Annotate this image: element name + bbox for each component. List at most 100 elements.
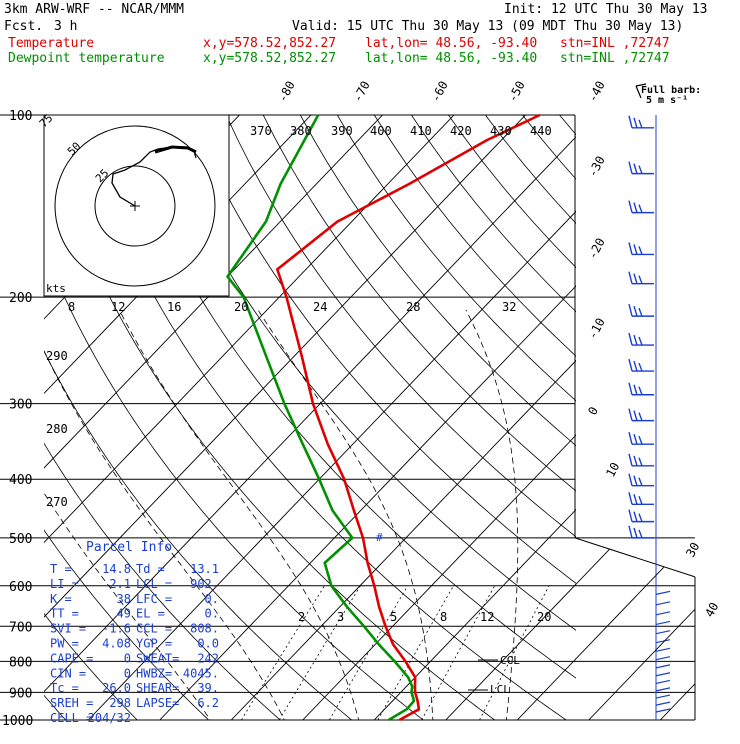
hodograph-speed-label: 8 bbox=[68, 300, 75, 314]
pressure-tick-label: 300 bbox=[9, 398, 32, 413]
parcel-info-cell: 4045. bbox=[183, 666, 219, 680]
parcel-info-cell: 902. bbox=[190, 577, 219, 591]
pressure-tick-label: 800 bbox=[9, 655, 32, 670]
mixing-ratio-label: 5 bbox=[390, 610, 397, 624]
mixing-ratio-label: 12 bbox=[480, 610, 494, 624]
isotherm-tick-label: -70 bbox=[350, 79, 373, 105]
theta-tick-label: 380 bbox=[290, 124, 312, 138]
parcel-info-cell: 0 bbox=[124, 651, 131, 665]
moist-adiabats bbox=[44, 309, 519, 720]
wind-barbs bbox=[628, 115, 671, 720]
parcel-info-cell: EL = bbox=[136, 607, 165, 621]
parcel-info-cell: Td = bbox=[136, 562, 165, 576]
init-time: Init: 12 UTC Thu 30 May 13 bbox=[504, 2, 708, 17]
parcel-info-cell: 13.1 bbox=[190, 562, 219, 576]
parcel-info-cell: K = bbox=[50, 592, 72, 606]
hodograph-speed-label: 20 bbox=[234, 300, 248, 314]
dewpoint-legend: Dewpoint temperature bbox=[8, 51, 165, 66]
parcel-info-cell: 298 bbox=[109, 696, 131, 710]
theta-low-tick-label: 270 bbox=[46, 495, 68, 509]
isotherm-tick-label: -50 bbox=[505, 79, 528, 105]
theta-tick-label: 420 bbox=[450, 124, 472, 138]
dry-adiabats bbox=[44, 115, 576, 720]
dewpoint-latlon: lat,lon= 48.56, -93.40 bbox=[365, 51, 537, 66]
temperature-trace bbox=[276, 113, 541, 722]
dewpoint-station: stn=INL ,72747 bbox=[560, 51, 670, 66]
isotherm-tick-label: 30 bbox=[683, 540, 702, 559]
parcel-info-cell: LCL = bbox=[136, 577, 172, 591]
theta-low-tick-label: 280 bbox=[46, 422, 68, 436]
pressure-tick-label: 500 bbox=[9, 532, 32, 547]
parcel-info-cell: CCL = bbox=[136, 622, 172, 636]
pressure-tick-label: 1000 bbox=[2, 714, 33, 729]
parcel-info-cell: 2.1 bbox=[109, 577, 131, 591]
parcel-info-cell: SVI = bbox=[50, 622, 86, 636]
parcel-info-cell: 808. bbox=[190, 622, 219, 636]
hodograph-speed-label: 28 bbox=[406, 300, 420, 314]
theta-tick-label: 430 bbox=[490, 124, 512, 138]
pressure-tick-label: 100 bbox=[9, 109, 32, 124]
mixing-ratio-label: 8 bbox=[440, 610, 447, 624]
isotherm-tick-label: 40 bbox=[702, 600, 721, 619]
theta-tick-label: 400 bbox=[370, 124, 392, 138]
forecast-hour: 3 h bbox=[54, 19, 77, 34]
parcel-info-cell: 39. bbox=[197, 681, 219, 695]
hodograph-outer-ring bbox=[54, 125, 216, 287]
hodograph-speed-label: 32 bbox=[502, 300, 516, 314]
temperature-xy: x,y=578.52,852.27 bbox=[203, 36, 336, 51]
theta-tick-label: 410 bbox=[410, 124, 432, 138]
parcel-info-cell: CAPE = bbox=[50, 651, 93, 665]
theta-tick-label: 370 bbox=[250, 124, 272, 138]
parcel-info-cell: HWBZ= bbox=[136, 666, 172, 680]
pressure-tick-label: 900 bbox=[9, 686, 32, 701]
parcel-info-cell: 0. bbox=[205, 607, 219, 621]
parcel-info-cell: 204/32 bbox=[88, 711, 131, 725]
parcel-info-cell: T = bbox=[50, 562, 72, 576]
dewpoint-trace bbox=[226, 114, 416, 722]
isotherm-tick-label: -20 bbox=[585, 236, 608, 262]
valid-time: Valid: 15 UTC Thu 30 May 13 (09 MDT Thu … bbox=[292, 19, 683, 34]
parcel-info-cell: TT = bbox=[50, 607, 79, 621]
hodograph-speed-label: 24 bbox=[313, 300, 327, 314]
hodograph-speed-label: 12 bbox=[111, 300, 125, 314]
parcel-info-cell: 0 bbox=[124, 666, 131, 680]
parcel-info-cell: LI = bbox=[50, 577, 79, 591]
temperature-legend: Temperature bbox=[8, 36, 94, 51]
parcel-info-cell: PW = bbox=[50, 637, 79, 651]
parcel-info-cell: Tc = bbox=[50, 681, 79, 695]
isotherm-tick-label: -10 bbox=[585, 316, 608, 342]
pressure-tick-label: 400 bbox=[9, 473, 32, 488]
parcel-info-cell: 26.0 bbox=[102, 681, 131, 695]
isotherm-tick-label: -60 bbox=[428, 79, 451, 105]
lcl-label: LCL bbox=[490, 683, 510, 696]
parcel-info-panel: Parcel Info T = 14.8 Td = 13.1 LI = 2.1 LCL = 9… bbox=[50, 540, 219, 725]
parcel-info-cell: CELL = bbox=[50, 711, 93, 725]
mixing-ratio-label: 2 bbox=[298, 610, 305, 624]
hodograph-trace-upper bbox=[154, 145, 197, 154]
parcel-info-cell: -1.6 bbox=[102, 622, 131, 636]
parcel-info-cell: CIN = bbox=[50, 666, 86, 680]
forecast-label: Fcst. bbox=[4, 19, 43, 34]
parcel-info-cell: YGP = bbox=[136, 637, 172, 651]
parcel-info-cell: 14.8 bbox=[102, 562, 131, 576]
parcel-info-cell: LAPSE= bbox=[136, 696, 179, 710]
mixing-ratio-label: 3 bbox=[337, 610, 344, 624]
parcel-info-cell: 6.2 bbox=[197, 696, 219, 710]
isobars bbox=[0, 114, 696, 721]
parcel-info-cell: 49 bbox=[117, 607, 131, 621]
parcel-info-cell: SREH = bbox=[50, 696, 93, 710]
isotherm-tick-label: 0 bbox=[585, 404, 601, 417]
model-title: 3km ARW-WRF -- NCAR/MMM bbox=[4, 2, 184, 17]
parcel-info-cell: 38 bbox=[117, 592, 131, 606]
isotherm-tick-label: -80 bbox=[275, 79, 298, 105]
pressure-tick-label: 700 bbox=[9, 620, 32, 635]
parcel-info-cell: 0.0 bbox=[197, 637, 219, 651]
isotherm-tick-label: -40 bbox=[585, 79, 608, 105]
hodograph-speed-label: 16 bbox=[167, 300, 181, 314]
barb-legend-line1: Full barb: bbox=[641, 85, 701, 96]
parcel-info-cell: 0. bbox=[205, 592, 219, 606]
hodograph: 50 25 75 kts bbox=[37, 112, 230, 297]
parcel-info-cell: LFC = bbox=[136, 592, 172, 606]
